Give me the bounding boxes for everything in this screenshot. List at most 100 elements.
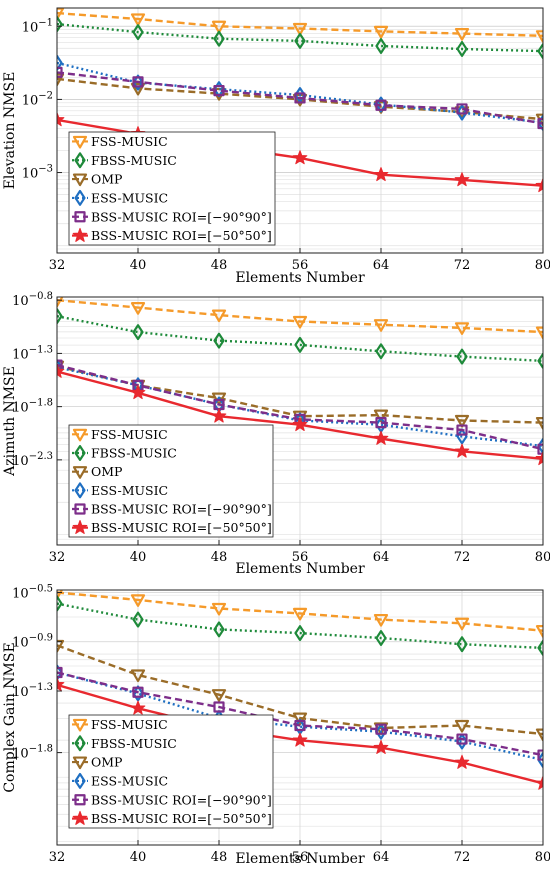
- square-icon: [294, 92, 306, 104]
- star-icon: [292, 150, 308, 165]
- diamond-icon: [213, 30, 225, 47]
- x-tick-label: 48: [211, 550, 228, 565]
- series-group: [57, 8, 543, 193]
- x-tick-label: 32: [49, 550, 66, 565]
- diamond-icon: [456, 348, 468, 365]
- triangle-down-icon: [292, 607, 308, 621]
- diamond-icon: [213, 621, 225, 638]
- star-icon: [57, 363, 65, 378]
- series-line: [57, 71, 543, 125]
- triangle-down-icon: [211, 602, 227, 616]
- diamond-icon: [132, 24, 144, 41]
- x-axis-label: Elements Number: [235, 561, 365, 577]
- legend-label: BSS-MUSIC ROI=[−90°90°]: [91, 792, 272, 807]
- star-icon: [535, 775, 543, 790]
- diamond-icon: [132, 611, 144, 628]
- star-icon: [72, 227, 88, 242]
- diamond-icon: [294, 32, 306, 49]
- triangle-down-icon: [57, 8, 65, 21]
- diamond-icon: [537, 639, 543, 656]
- star-icon: [454, 172, 470, 187]
- square-icon: [213, 701, 225, 713]
- diamond-icon: [375, 630, 387, 647]
- triangle-down-icon: [57, 73, 65, 87]
- diamond-icon: [537, 43, 543, 60]
- square-icon: [213, 85, 225, 97]
- triangle-down-icon: [72, 756, 88, 770]
- x-tick-label: 32: [49, 850, 66, 865]
- triangle-down-icon: [72, 718, 88, 732]
- x-tick-label: 64: [373, 550, 390, 565]
- diamond-icon: [74, 152, 86, 169]
- x-tick-label: 64: [373, 850, 390, 865]
- square-icon: [74, 794, 86, 806]
- legend-label: FSS-MUSIC: [91, 717, 168, 732]
- diamond-icon: [57, 595, 63, 612]
- series-line: [57, 11, 543, 37]
- y-tick-label: 10−0.8: [12, 291, 53, 309]
- square-icon: [537, 443, 543, 455]
- series-group: [57, 590, 543, 790]
- legend: FSS-MUSIC FBSS-MUSIC OMP ESS-MUSIC BSS-MUSIC…: [68, 424, 274, 538]
- chart-panel-1: 32 40 48 56 64 72 80 10−1 10−2 10−3 Elements Numbe…: [2, 7, 550, 286]
- triangle-down-icon: [454, 322, 470, 335]
- legend-box: [68, 714, 274, 829]
- legend-label: OMP: [91, 755, 122, 770]
- star-icon: [373, 430, 389, 445]
- square-icon: [375, 416, 387, 429]
- triangle-down-icon: [535, 326, 543, 340]
- diamond-icon: [57, 16, 63, 33]
- triangle-down-icon: [454, 617, 470, 631]
- x-tick-label: 32: [49, 258, 66, 273]
- square-icon: [74, 211, 86, 223]
- y-tick-label: 10−1.3: [12, 344, 53, 362]
- square-icon: [456, 424, 468, 436]
- diamond-icon: [537, 752, 543, 768]
- diamond-icon: [294, 336, 306, 353]
- diamond-icon: [132, 74, 144, 91]
- star-icon: [292, 732, 308, 747]
- diamond-icon: [375, 343, 387, 360]
- x-tick-label: 48: [211, 258, 228, 273]
- legend-label: BSS-MUSIC ROI=[−90°90°]: [91, 502, 272, 517]
- series-line: [57, 602, 543, 650]
- triangle-down-icon: [130, 82, 146, 96]
- series-line: [57, 299, 543, 334]
- triangle-down-icon: [535, 30, 543, 43]
- square-icon: [375, 723, 387, 735]
- star-icon: [535, 451, 543, 466]
- square-icon: [456, 733, 468, 745]
- triangle-down-icon: [454, 414, 470, 428]
- y-axis-label: Elevation NMSE: [2, 72, 18, 190]
- triangle-down-icon: [373, 25, 389, 39]
- star-icon: [373, 739, 389, 755]
- triangle-down-icon: [373, 613, 389, 627]
- x-tick-label: 72: [454, 258, 471, 273]
- star-icon: [72, 519, 88, 534]
- x-tick-label: 56: [292, 850, 309, 865]
- legend-label: BSS-MUSIC ROI=[−50°50°]: [91, 228, 272, 243]
- x-tick-label: 56: [292, 258, 309, 273]
- triangle-down-icon: [373, 409, 389, 423]
- x-axis-label: Elements Number: [235, 270, 365, 286]
- star-icon: [72, 810, 88, 825]
- chart-panel-2: 32 40 48 56 64 72 80 10−0.8 10−1.3 10−1.8 10−2.3 El…: [2, 291, 550, 577]
- triangle-down-icon: [130, 13, 146, 27]
- x-tick-label: 40: [130, 258, 147, 273]
- x-tick-label: 80: [535, 850, 550, 865]
- y-tick-label: 10−1.8: [12, 744, 53, 762]
- star-icon: [57, 112, 65, 127]
- star-icon: [211, 408, 227, 423]
- y-axis-label: Complex Gain NMSE: [2, 642, 18, 792]
- series-line: [57, 61, 543, 124]
- legend-label: FBSS-MUSIC: [91, 153, 177, 168]
- legend-label: ESS-MUSIC: [91, 190, 168, 205]
- triangle-down-icon: [72, 466, 88, 479]
- legend-box: [68, 131, 276, 246]
- diamond-icon: [74, 445, 86, 461]
- legend-box: [68, 424, 274, 538]
- triangle-down-icon: [292, 22, 308, 36]
- x-tick-label: 64: [373, 258, 390, 273]
- triangle-down-icon: [373, 319, 389, 332]
